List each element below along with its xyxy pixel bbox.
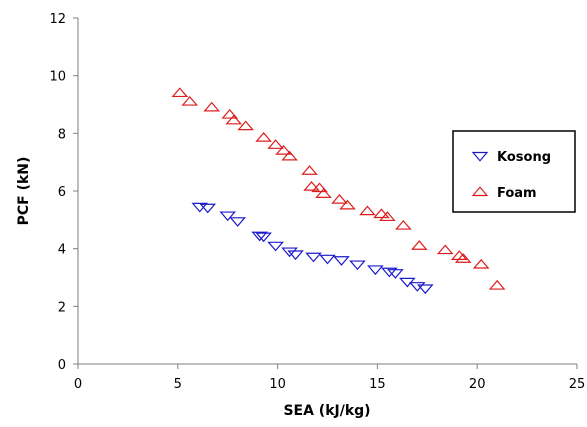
foam-point-0: [171, 87, 189, 98]
kosong-point-3: [229, 217, 246, 227]
kosong-point-1: [199, 203, 217, 214]
foam-point-14: [331, 194, 348, 204]
series-foam: [171, 87, 506, 290]
kosong-point-5: [255, 232, 272, 243]
foam-point-11: [303, 181, 320, 191]
foam-point-6: [255, 132, 272, 142]
x-tick-label-3: 15: [369, 377, 386, 392]
kosong-point-6: [267, 241, 284, 252]
foam-point-10: [301, 165, 318, 175]
foam-point-9: [281, 150, 298, 161]
x-tick-label-4: 20: [469, 377, 486, 392]
foam-point-15: [339, 199, 356, 210]
legend-label-kosong: Kosong: [497, 150, 551, 165]
foam-point-19: [395, 219, 412, 230]
y-tick-label-0: 0: [58, 358, 66, 373]
kosong-point-10: [319, 254, 336, 265]
y-ticks: 0 2 4 6 8 10 12: [49, 12, 78, 373]
foam-point-4: [225, 114, 242, 125]
foam-point-20: [411, 240, 428, 250]
foam-point-8: [275, 144, 292, 155]
foam-point-5: [237, 120, 254, 131]
legend-items: Kosong Foam: [471, 150, 551, 201]
kosong-point-15: [387, 269, 404, 279]
y-tick-label-4: 8: [58, 127, 66, 142]
foam-point-13: [315, 188, 332, 198]
legend-label-foam: Foam: [497, 186, 537, 201]
foam-point-25: [488, 279, 506, 290]
kosong-point-2: [219, 211, 237, 222]
kosong-point-12: [349, 260, 366, 271]
kosong-point-9: [305, 252, 322, 263]
legend-marker-foam: [471, 186, 489, 197]
x-tick-label-1: 5: [174, 377, 182, 392]
foam-point-7: [267, 139, 284, 149]
foam-point-23: [454, 253, 472, 263]
series-kosong: [191, 202, 434, 295]
legend-box: [452, 130, 576, 213]
kosong-point-11: [333, 256, 350, 266]
foam-point-21: [436, 244, 454, 255]
foam-point-12: [311, 182, 328, 193]
foam-point-18: [379, 211, 396, 222]
kosong-point-13: [367, 265, 384, 276]
kosong-point-17: [409, 282, 426, 292]
kosong-point-14: [381, 267, 398, 278]
foam-point-2: [203, 101, 221, 112]
foam-point-24: [472, 258, 490, 269]
legend-marker-kosong: [471, 151, 489, 162]
x-tick-label-0: 0: [74, 377, 82, 392]
y-tick-label-6: 12: [49, 12, 66, 27]
foam-point-3: [221, 108, 238, 119]
y-tick-label-5: 10: [49, 70, 66, 85]
kosong-point-7: [281, 247, 298, 258]
series-layer: [171, 87, 506, 295]
y-tick-label-1: 2: [58, 300, 66, 315]
y-tick-label-2: 4: [58, 243, 66, 258]
legend: Kosong Foam: [452, 130, 576, 213]
y-tick-label-3: 6: [58, 185, 66, 200]
foam-point-1: [181, 95, 199, 106]
foam-point-16: [359, 205, 376, 216]
kosong-point-18: [417, 284, 434, 295]
x-tick-label-5: 25: [569, 377, 586, 392]
y-axis-title: PCF (kN): [16, 157, 32, 226]
kosong-point-8: [287, 250, 304, 261]
foam-point-17: [373, 208, 390, 219]
x-tick-label-2: 10: [269, 377, 286, 392]
x-ticks: 0 5 10 15 20 25: [74, 364, 585, 392]
kosong-point-4: [251, 231, 268, 242]
x-axis-title: SEA (kJ/kg): [283, 403, 370, 419]
